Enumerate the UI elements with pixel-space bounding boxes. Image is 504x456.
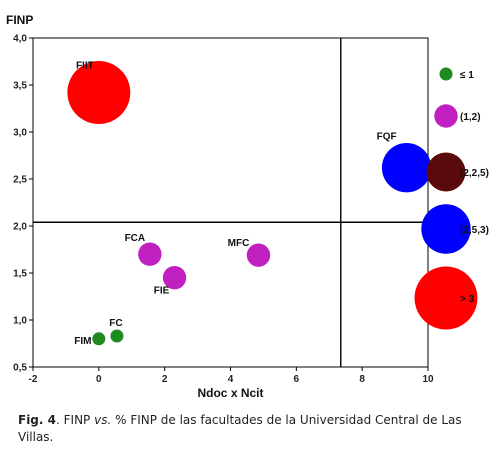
reference-lines xyxy=(33,38,428,367)
caption-fig-number: Fig. 4 xyxy=(18,413,56,427)
y-tick-label: 2,0 xyxy=(13,222,27,233)
y-tick-label: 0,5 xyxy=(13,363,27,374)
legend-bubble-5 xyxy=(414,266,478,330)
legend-bubble-1 xyxy=(439,67,453,81)
x-axis-title: Ndoc x Ncit xyxy=(197,386,263,400)
bubble-label-fim: FIM xyxy=(74,336,91,347)
ticks-layer: -2 0 2 4 6 8 10 0,5 1,0 1,5 2,0 2,5 3,0 3,5 4,0 xyxy=(13,34,434,386)
x-tick-label: 8 xyxy=(359,374,365,385)
legend-label-4: (2,5,3) xyxy=(460,225,489,236)
caption-text-2: % FINP de las facultades de la Universid… xyxy=(18,413,462,444)
x-tick-label: 2 xyxy=(162,374,168,385)
y-axis-title: FINP xyxy=(6,13,33,27)
y-tick-label: 1,0 xyxy=(13,316,27,327)
legend-label-3: (2,2,5) xyxy=(460,168,489,179)
bubble-label-mfc: MFC xyxy=(228,238,250,249)
x-tick-label: 10 xyxy=(422,374,434,385)
legend-bubble-2 xyxy=(434,104,458,128)
legend-bubble-4 xyxy=(421,204,471,254)
bubble-fc xyxy=(110,329,124,343)
y-tick-label: 3,5 xyxy=(13,81,27,92)
bubble-fiit xyxy=(67,61,131,124)
legend: ≤ 1 (1,2) (2,2,5) (2,5,3) > 3 xyxy=(414,67,489,330)
y-tick-label: 1,5 xyxy=(13,269,27,280)
legend-bubble-3 xyxy=(426,152,466,192)
bubble-fim xyxy=(92,332,106,346)
caption-vs: vs. xyxy=(94,413,112,427)
x-tick-label: 0 xyxy=(96,374,102,385)
legend-label-1: ≤ 1 xyxy=(460,70,474,81)
data-points: FIIT FQF FCA FIE MFC FC FIM xyxy=(67,61,432,347)
y-tick-label: 3,0 xyxy=(13,128,27,139)
x-tick-label: 4 xyxy=(228,374,234,385)
bubble-mfc xyxy=(246,243,271,267)
bubble-label-fqf: FQF xyxy=(377,132,397,143)
caption-text-1: . FINP xyxy=(56,413,95,427)
y-tick-label: 4,0 xyxy=(13,34,27,45)
x-tick-label: 6 xyxy=(294,374,300,385)
bubble-fca xyxy=(138,242,162,266)
x-tick-label: -2 xyxy=(29,374,38,385)
legend-label-5: > 3 xyxy=(460,294,475,305)
bubble-fie xyxy=(162,266,187,290)
figure-caption: Fig. 4. FINP vs. % FINP de las facultade… xyxy=(18,412,488,446)
bubble-label-fiit: FIIT xyxy=(76,61,94,72)
legend-label-2: (1,2) xyxy=(460,112,481,123)
bubble-label-fie: FIE xyxy=(154,286,170,297)
bubble-label-fca: FCA xyxy=(125,233,146,244)
y-tick-label: 2,5 xyxy=(13,175,27,186)
bubble-label-fc: FC xyxy=(109,318,122,329)
bubble-fqf xyxy=(381,143,432,193)
bubble-chart: FINP Ndoc x Ncit -2 0 2 4 6 8 10 0,5 1,0 1,5 2,0 2,… xyxy=(6,13,489,400)
